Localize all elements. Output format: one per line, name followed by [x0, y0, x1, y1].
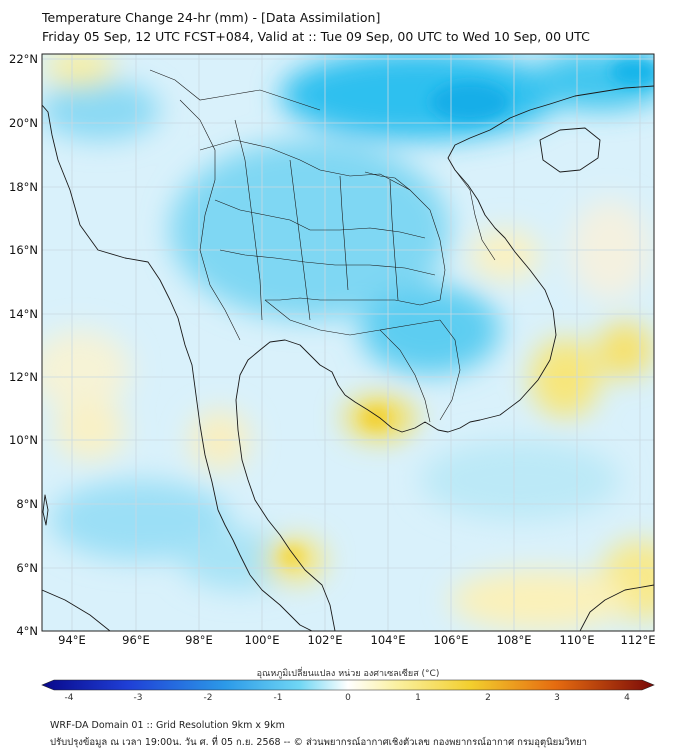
- coastlines: [42, 85, 654, 631]
- lat-label: 20°N: [9, 116, 38, 130]
- lon-label: 102°E: [308, 633, 343, 647]
- lon-label: 98°E: [185, 633, 213, 647]
- lon-label: 100°E: [245, 633, 280, 647]
- footer-model-info: WRF-DA Domain 01 :: Grid Resolution 9km …: [50, 720, 285, 731]
- map-subtitle: Friday 05 Sep, 12 UTC FCST+084, Valid at…: [42, 29, 590, 44]
- colorbar-tick: 3: [554, 693, 560, 703]
- lat-label: 14°N: [9, 307, 38, 321]
- colorbar: อุณหภูมิเปลี่ยนแปลง หน่วย องศาเซลเซียส (…: [41, 666, 655, 703]
- lat-label: 10°N: [9, 433, 38, 447]
- lat-label: 16°N: [9, 243, 38, 257]
- longitude-axis: 94°E 96°E 98°E 100°E 102°E 104°E 106°E 1…: [58, 633, 655, 647]
- lat-label: 12°N: [9, 370, 38, 384]
- colorbar-tick: 4: [624, 693, 630, 703]
- lat-label: 8°N: [16, 497, 38, 511]
- colorbar-tick: 1: [415, 693, 421, 703]
- latitude-axis: 22°N 20°N 18°N 16°N 14°N 12°N 10°N 8°N 6…: [9, 52, 38, 638]
- lon-label: 110°E: [560, 633, 595, 647]
- lat-label: 4°N: [16, 624, 38, 638]
- lon-label: 106°E: [434, 633, 469, 647]
- lon-label: 112°E: [621, 633, 656, 647]
- colorbar-tick: -1: [274, 693, 283, 703]
- lon-label: 96°E: [122, 633, 150, 647]
- colorbar-gradient: [41, 679, 655, 691]
- colorbar-tick: -3: [134, 693, 143, 703]
- lat-label: 22°N: [9, 52, 38, 66]
- lon-label: 108°E: [497, 633, 532, 647]
- lon-label: 104°E: [371, 633, 406, 647]
- colorbar-tick: 0: [345, 693, 351, 703]
- lon-label: 94°E: [58, 633, 86, 647]
- colorbar-tick: 2: [485, 693, 491, 703]
- map-title: Temperature Change 24-hr (mm) - [Data As…: [42, 10, 381, 25]
- plot-frame: [41, 53, 655, 632]
- temperature-field: [42, 54, 654, 631]
- colorbar-tick: -4: [65, 693, 74, 703]
- lat-label: 18°N: [9, 180, 38, 194]
- footer-credits: ปรับปรุงข้อมูล ณ เวลา 19:00น. วัน ศ. ที่…: [50, 737, 587, 748]
- colorbar-label: อุณหภูมิเปลี่ยนแปลง หน่วย องศาเซลเซียส (…: [257, 666, 440, 679]
- province-borders: [149, 69, 496, 423]
- graticule: [42, 54, 654, 631]
- colorbar-tick: -2: [204, 693, 213, 703]
- lat-label: 6°N: [16, 561, 38, 575]
